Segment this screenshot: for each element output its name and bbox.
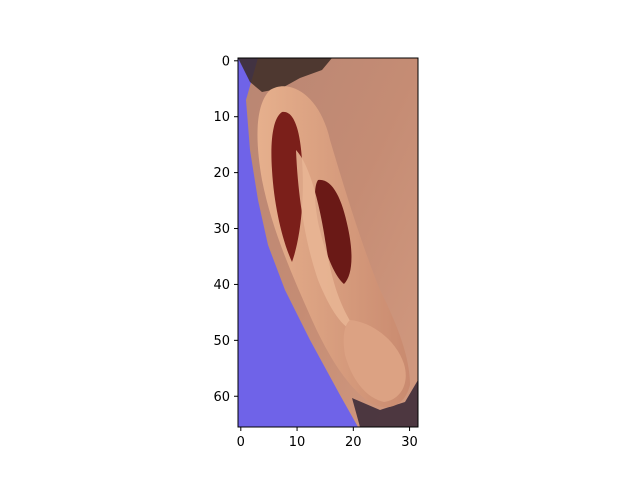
x-tick-label: 30 bbox=[401, 435, 418, 450]
y-tick-label: 20 bbox=[213, 166, 230, 181]
ear-inner-cavity bbox=[271, 111, 303, 262]
ear-concha bbox=[315, 179, 352, 284]
hair-top bbox=[238, 58, 332, 92]
y-tick-label: 0 bbox=[222, 54, 230, 69]
ear-antihelix bbox=[296, 150, 356, 331]
axes-frame bbox=[237, 57, 419, 428]
y-tick-label: 60 bbox=[213, 390, 230, 405]
y-tick-label: 10 bbox=[213, 110, 230, 125]
x-tick-label: 0 bbox=[237, 435, 245, 450]
y-axis: 0 10 20 30 40 50 60 bbox=[213, 54, 238, 405]
x-tick-label: 10 bbox=[289, 435, 306, 450]
y-tick-label: 40 bbox=[213, 278, 230, 293]
ear-lobe bbox=[343, 320, 406, 402]
image-area bbox=[238, 58, 418, 427]
y-tick-label: 30 bbox=[213, 222, 230, 237]
y-tick-label: 50 bbox=[213, 334, 230, 349]
neck-shadow bbox=[352, 380, 418, 427]
x-tick-label: 20 bbox=[345, 435, 362, 450]
x-axis: 0 10 20 30 bbox=[237, 427, 418, 450]
